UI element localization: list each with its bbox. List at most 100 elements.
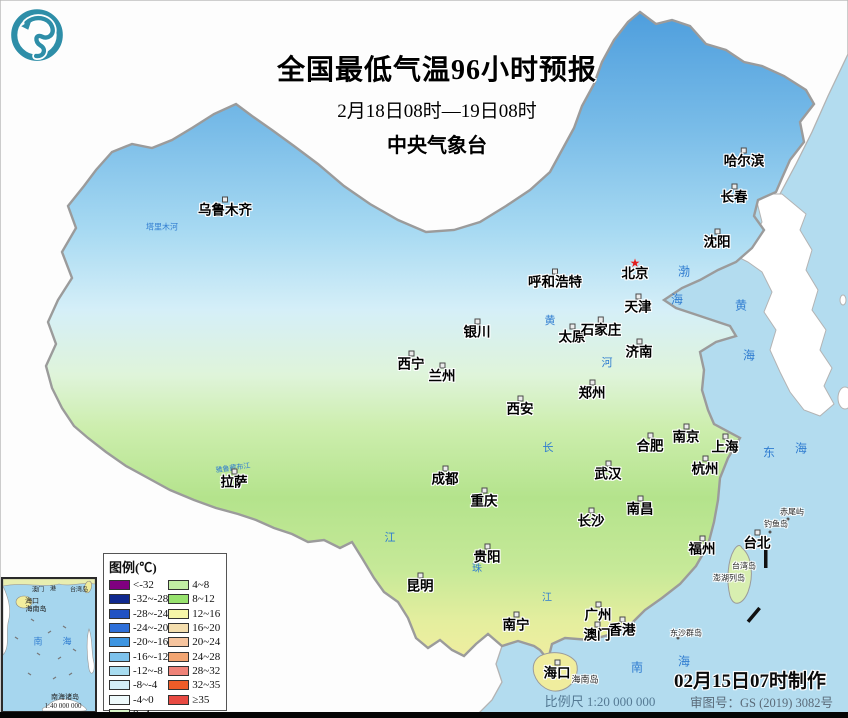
city-name: 长春 bbox=[720, 189, 748, 205]
city-沈阳: 沈阳 bbox=[704, 228, 731, 250]
inset-label: 台湾岛 bbox=[69, 587, 89, 594]
city-marker bbox=[222, 196, 228, 203]
legend-item: 28~32 bbox=[168, 664, 220, 678]
sea-label: 海 bbox=[742, 348, 756, 363]
city-澳门: 澳门 bbox=[583, 621, 611, 643]
legend-swatch bbox=[168, 637, 190, 648]
city-台北: 台北 bbox=[743, 529, 771, 551]
legend-item: 24~28 bbox=[168, 649, 220, 663]
temperature-legend: 图例(℃) <-32 -32~-28 -28~-24 -24~-20 -20~-16 -1… bbox=[103, 553, 227, 718]
city-marker bbox=[589, 379, 595, 386]
legend-label: -4~0 bbox=[133, 693, 154, 706]
river-label: 长 bbox=[542, 442, 554, 454]
city-兰州: 兰州 bbox=[429, 362, 456, 384]
legend-label: 32~35 bbox=[192, 679, 221, 692]
legend-swatch bbox=[109, 665, 130, 676]
map-title: 全国最低气温96小时预报 bbox=[276, 55, 597, 86]
inset-label: 南 bbox=[33, 636, 43, 647]
city-name: 海口 bbox=[543, 665, 571, 681]
city-marker bbox=[605, 460, 611, 467]
legend-column: 4~8 8~12 12~16 16~20 20~24 24~28 28~32 32~35 ≥35 bbox=[168, 578, 220, 718]
city-name: 天津 bbox=[624, 299, 652, 315]
bottom-border bbox=[0, 712, 848, 718]
city-郑州: 郑州 bbox=[578, 379, 606, 401]
sea-label: 黄 bbox=[734, 298, 748, 313]
inset-borneo bbox=[41, 698, 87, 711]
river-label: 黄 bbox=[544, 315, 556, 327]
city-name: 北京 bbox=[621, 266, 649, 281]
city-name: 香港 bbox=[608, 622, 636, 638]
city-重庆: 重庆 bbox=[471, 487, 498, 509]
city-marker bbox=[552, 268, 558, 275]
city-西安: 西安 bbox=[507, 395, 534, 417]
city-name: 石家庄 bbox=[580, 322, 622, 338]
city-name: 郑州 bbox=[578, 385, 606, 401]
city-marker bbox=[408, 350, 414, 357]
city-name: 长沙 bbox=[577, 513, 605, 529]
legend-item: -20~-16 bbox=[109, 635, 168, 649]
inset-label: 南海诸岛 bbox=[51, 693, 79, 701]
inset-hainan bbox=[15, 595, 33, 609]
legend-item: 20~24 bbox=[168, 635, 220, 649]
inset-label: 港 bbox=[49, 586, 57, 593]
legend-item: -28~-24 bbox=[109, 607, 168, 621]
city-marker bbox=[517, 395, 523, 402]
legend-swatch bbox=[109, 637, 130, 648]
inset-label: 澳门 bbox=[31, 587, 45, 594]
legend-item: <-32 bbox=[109, 578, 168, 592]
city-长春: 长春 bbox=[720, 183, 748, 205]
legend-swatch bbox=[168, 694, 190, 705]
city-marker bbox=[741, 147, 747, 154]
city-name: 太原 bbox=[558, 329, 586, 345]
city-太原: 太原 bbox=[558, 323, 586, 345]
legend-swatch bbox=[109, 580, 130, 591]
legend-item: 4~8 bbox=[168, 578, 220, 592]
river-label: 江 bbox=[384, 532, 396, 544]
city-marker bbox=[594, 621, 600, 628]
city-银川: 银川 bbox=[464, 318, 491, 340]
city-武汉: 武汉 bbox=[595, 460, 622, 482]
city-西宁: 西宁 bbox=[398, 350, 425, 372]
legend-swatch bbox=[168, 594, 190, 605]
legend-swatch bbox=[109, 608, 130, 619]
city-marker bbox=[619, 616, 625, 623]
agency-name: 中央气象台 bbox=[387, 135, 487, 157]
legend-swatch bbox=[168, 608, 190, 619]
city-海口: 海口 bbox=[543, 659, 571, 681]
city-marker bbox=[569, 323, 575, 330]
south-china-sea-inset: 澳门港 台湾岛 海口 海南岛南 海南海诸岛 1:40 000 000 bbox=[1, 577, 97, 713]
sea-label: 海 bbox=[670, 292, 684, 307]
city-marker bbox=[481, 487, 487, 494]
legend-label: -28~-24 bbox=[133, 607, 169, 620]
inset-label: 海口 bbox=[25, 597, 39, 605]
legend-item: ≥35 bbox=[168, 692, 220, 706]
legend-item: 8~12 bbox=[168, 592, 220, 606]
legend-swatch bbox=[168, 680, 190, 691]
city-天津: 天津 bbox=[624, 293, 652, 315]
small-island bbox=[839, 294, 847, 306]
city-南昌: 南昌 bbox=[627, 495, 654, 517]
islet-dot bbox=[676, 636, 680, 640]
city-name: 拉萨 bbox=[220, 474, 248, 490]
sea-label: 南 bbox=[630, 660, 644, 675]
river-label: 珠 bbox=[472, 563, 482, 575]
legend-label: <-32 bbox=[133, 579, 154, 592]
city-name: 台北 bbox=[743, 535, 771, 551]
city-name: 合肥 bbox=[636, 438, 664, 454]
island-label: 赤尾屿 bbox=[780, 507, 804, 517]
island-label: 台湾岛 bbox=[732, 561, 756, 571]
city-name: 贵阳 bbox=[473, 549, 501, 565]
production-time: 02月15日07时制作 bbox=[673, 671, 826, 692]
sea-label: 海 bbox=[677, 654, 691, 669]
city-name: 乌鲁木齐 bbox=[198, 202, 252, 218]
city-name: 澳门 bbox=[583, 627, 611, 643]
city-香港: 香港 bbox=[608, 616, 636, 638]
city-marker bbox=[635, 293, 641, 300]
sea-label: 东 bbox=[762, 445, 776, 460]
legend-label: -20~-16 bbox=[133, 636, 169, 649]
city-北京: ★ 北京 bbox=[621, 257, 649, 281]
legend-label: 16~20 bbox=[192, 622, 221, 635]
city-name: 南京 bbox=[672, 429, 700, 445]
legend-swatch bbox=[109, 680, 130, 691]
city-成都: 成都 bbox=[432, 465, 459, 487]
